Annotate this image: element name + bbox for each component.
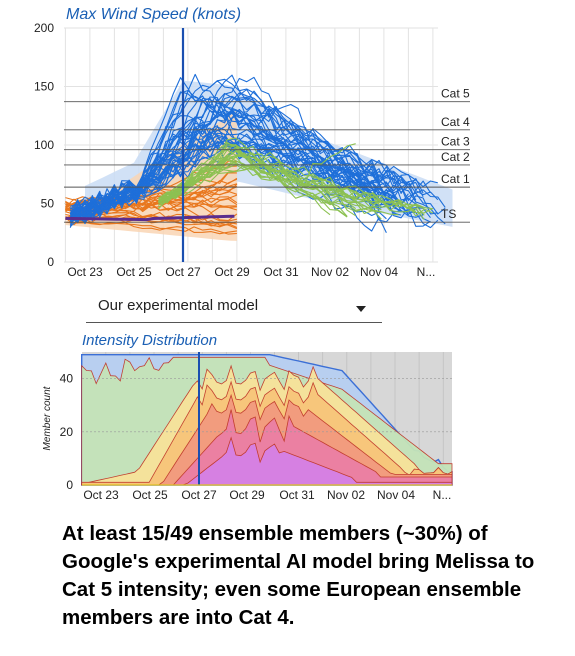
y-tick-label: 100 bbox=[34, 138, 54, 152]
x-tick-label: N... bbox=[433, 488, 452, 502]
ensemble-line-ai bbox=[70, 91, 394, 219]
ensemble-line-other bbox=[158, 150, 348, 218]
x-tick-label: Oct 31 bbox=[263, 265, 299, 279]
x-tick-label: Nov 04 bbox=[360, 265, 398, 279]
ensemble-line-ai bbox=[69, 131, 424, 218]
y-tick-label: 200 bbox=[34, 21, 54, 35]
x-tick-label: Oct 27 bbox=[181, 488, 217, 502]
ensemble-line-other bbox=[158, 155, 416, 213]
ensemble-line-ai bbox=[69, 109, 446, 215]
threshold-label: Cat 2 bbox=[441, 150, 470, 164]
ensemble-line-ai bbox=[70, 112, 409, 218]
ensemble-line-ai bbox=[69, 108, 402, 222]
y-tick-label: 0 bbox=[47, 255, 54, 269]
ensemble-line-ai bbox=[69, 96, 380, 223]
y-tick-label: 50 bbox=[41, 197, 55, 211]
threshold-label: Cat 1 bbox=[441, 172, 470, 186]
threshold-label: TS bbox=[441, 207, 456, 221]
x-tick-label: Oct 23 bbox=[83, 488, 119, 502]
x-tick-label: Nov 02 bbox=[311, 265, 349, 279]
ensemble-line-ai bbox=[69, 100, 439, 229]
x-tick-label: Nov 04 bbox=[377, 488, 415, 502]
x-tick-label: Oct 29 bbox=[214, 265, 250, 279]
x-tick-label: Oct 27 bbox=[165, 265, 201, 279]
threshold-label: Cat 5 bbox=[441, 87, 470, 101]
wind-chart-title: Max Wind Speed (knots) bbox=[66, 6, 242, 23]
model-select-dropdown[interactable]: Our experimental model bbox=[86, 292, 382, 323]
x-tick-label: Oct 23 bbox=[67, 265, 103, 279]
observed-line bbox=[65, 214, 235, 222]
y-tick-label: 40 bbox=[60, 372, 74, 386]
y-tick-label: 0 bbox=[66, 478, 73, 492]
distribution-chart-title: Intensity Distribution bbox=[82, 332, 218, 349]
x-tick-label: Oct 25 bbox=[116, 265, 152, 279]
x-tick-label: N... bbox=[417, 265, 436, 279]
ensemble-line-other bbox=[158, 143, 417, 213]
ensemble-line-european bbox=[65, 219, 237, 235]
y-tick-label: 20 bbox=[60, 425, 74, 439]
ensemble-line-european bbox=[65, 221, 237, 235]
threshold-label: Cat 3 bbox=[441, 135, 470, 149]
ensemble-line-ai bbox=[70, 80, 417, 212]
x-tick-label: Nov 02 bbox=[327, 488, 365, 502]
y-tick-label: 150 bbox=[34, 80, 54, 94]
x-tick-label: Oct 25 bbox=[132, 488, 168, 502]
caption-text: At least 15/49 ensemble members (~30%) o… bbox=[62, 522, 535, 629]
y-axis-label: Member count bbox=[42, 385, 53, 450]
x-tick-label: Oct 31 bbox=[279, 488, 315, 502]
chevron-down-icon[interactable] bbox=[356, 306, 366, 312]
threshold-label: Cat 4 bbox=[441, 115, 470, 129]
ensemble-line-other bbox=[158, 152, 382, 213]
model-select-value: Our experimental model bbox=[98, 297, 259, 314]
intensity-distribution-chart: 0 20 40 Member count Oct 23 Oct 25 Oct 27 Oct 2… bbox=[42, 352, 453, 502]
x-tick-label: Oct 29 bbox=[229, 488, 265, 502]
